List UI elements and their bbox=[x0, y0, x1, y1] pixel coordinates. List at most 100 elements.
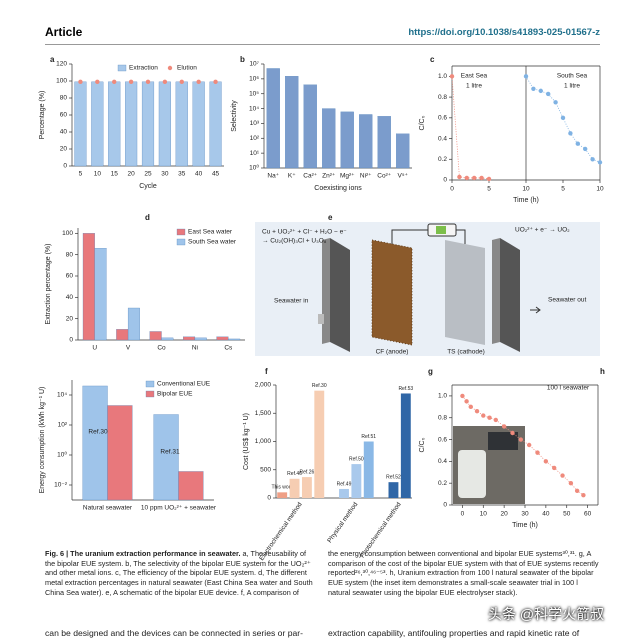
point bbox=[474, 408, 480, 414]
y-tick-label: 100 bbox=[56, 78, 67, 85]
x-tick-label: 5 bbox=[561, 186, 565, 193]
point bbox=[568, 131, 573, 136]
container bbox=[458, 450, 486, 498]
point bbox=[213, 79, 218, 85]
bar bbox=[183, 336, 196, 341]
bar bbox=[339, 488, 349, 498]
legend-swatch bbox=[145, 380, 155, 388]
y-tick-label: 60 bbox=[60, 112, 68, 119]
x-tick-label: 40 bbox=[195, 171, 203, 178]
group-label: Physical method bbox=[326, 501, 359, 544]
point bbox=[449, 74, 455, 79]
x-tick-label: 5 bbox=[487, 186, 491, 193]
y-tick-label: 10⁻² bbox=[54, 482, 68, 489]
x-tick-label: 45 bbox=[212, 171, 220, 178]
panel-letter: f bbox=[265, 367, 268, 376]
battery-cell bbox=[436, 226, 446, 234]
point bbox=[535, 450, 540, 455]
bar bbox=[377, 116, 391, 169]
point bbox=[581, 492, 586, 498]
bar bbox=[74, 81, 87, 167]
bar bbox=[400, 393, 411, 498]
annotation: Ref.31 bbox=[160, 449, 180, 456]
x-tick-label: Co²⁺ bbox=[377, 173, 391, 180]
anode-label: CF (anode) bbox=[376, 349, 409, 356]
panel-letter: a bbox=[50, 55, 55, 64]
point bbox=[523, 74, 529, 79]
x-tick-label: 40 bbox=[542, 511, 550, 518]
annotation: 1 litre bbox=[564, 83, 580, 90]
caption-title: Fig. 6 | The uranium extraction performa… bbox=[45, 549, 241, 558]
bar bbox=[216, 336, 229, 341]
point bbox=[553, 100, 558, 105]
watermark: 头条 @科学火箭叔 bbox=[488, 606, 605, 622]
x-tick-label: 10 bbox=[596, 186, 604, 193]
panel-letter: e bbox=[328, 213, 333, 222]
rule bbox=[45, 44, 600, 45]
legend-label: Conventional EUE bbox=[157, 381, 211, 388]
point bbox=[552, 465, 557, 471]
legend-label: Extraction bbox=[129, 65, 158, 72]
bar-label: Ref.50 bbox=[349, 456, 364, 462]
x-tick-label: Co bbox=[157, 345, 166, 352]
bar bbox=[209, 81, 222, 167]
bar bbox=[363, 441, 374, 498]
point bbox=[145, 79, 151, 85]
bar bbox=[314, 390, 325, 498]
y-axis-label: Cost (US$ kg⁻¹ U) bbox=[243, 413, 250, 470]
bar bbox=[301, 477, 312, 498]
y-axis-label: Selectivity bbox=[231, 100, 238, 132]
y-tick-label: 0 bbox=[69, 337, 73, 344]
x-tick-label: 20 bbox=[127, 171, 135, 178]
bar bbox=[82, 233, 95, 341]
bar-label: Ref.26 bbox=[300, 469, 315, 475]
y-tick-label: 10⁴ bbox=[249, 105, 259, 112]
y-tick-label: 80 bbox=[60, 95, 68, 102]
bar bbox=[158, 81, 171, 167]
x-tick-label: Ni bbox=[192, 345, 198, 352]
body-text: can be designed and the devices can be c… bbox=[45, 628, 303, 638]
y-tick-label: 10⁷ bbox=[249, 61, 259, 68]
doi-link[interactable]: https://doi.org/10.1038/s41893-025-01567… bbox=[408, 27, 600, 38]
bar bbox=[116, 329, 129, 341]
y-tick-label: 0 bbox=[443, 177, 447, 184]
point bbox=[472, 175, 477, 181]
inlet-port bbox=[318, 314, 324, 324]
point bbox=[531, 86, 536, 92]
point bbox=[538, 88, 543, 94]
legend-label: Bipolar EUE bbox=[157, 391, 193, 398]
caption-left: Fig. 6 | The uranium extraction performa… bbox=[45, 549, 317, 597]
y-tick-label: 0 bbox=[443, 502, 447, 509]
x-tick-label: 25 bbox=[144, 171, 152, 178]
bar bbox=[359, 114, 373, 169]
bar bbox=[194, 337, 207, 341]
point bbox=[543, 459, 549, 464]
bar bbox=[82, 385, 108, 501]
x-tick-label: Ni²⁺ bbox=[360, 173, 372, 180]
annotation: 100 l seawater bbox=[547, 385, 590, 392]
bar bbox=[161, 337, 174, 341]
y-tick-label: 10⁴ bbox=[57, 392, 67, 399]
cathode bbox=[445, 240, 485, 345]
anode-texture bbox=[371, 239, 413, 346]
point bbox=[526, 442, 532, 448]
point bbox=[464, 175, 469, 181]
x-tick-label: Cs bbox=[224, 345, 233, 352]
bar bbox=[178, 471, 204, 501]
bar-label: Ref.46 bbox=[287, 471, 302, 477]
x-tick-label: 10 bbox=[522, 186, 530, 193]
y-tick-label: 60 bbox=[66, 273, 74, 280]
bar bbox=[322, 108, 336, 169]
legend-swatch bbox=[176, 228, 186, 236]
point bbox=[457, 174, 462, 180]
annotation: 1 litre bbox=[466, 83, 482, 90]
point bbox=[78, 79, 83, 85]
bar bbox=[289, 478, 300, 498]
y-tick-label: 20 bbox=[60, 146, 68, 153]
cathode-reaction: UO₂²⁺ + e⁻ → UO₂ bbox=[515, 227, 570, 234]
point bbox=[112, 79, 117, 85]
bar bbox=[94, 248, 107, 341]
x-tick-label: 0 bbox=[450, 186, 454, 193]
point bbox=[583, 146, 588, 152]
bar bbox=[351, 464, 362, 498]
